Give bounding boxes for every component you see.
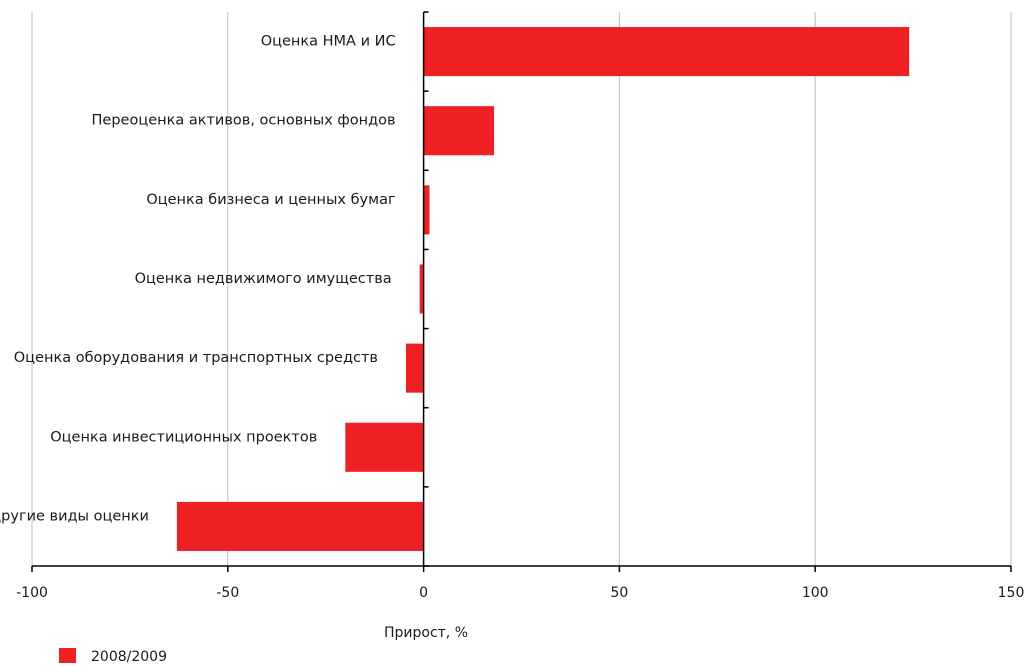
bar — [423, 27, 910, 77]
bar — [419, 264, 424, 314]
category-label: Оценка инвестиционных проектов — [50, 429, 317, 445]
axes — [31, 11, 1012, 572]
legend: 2008/2009 — [59, 648, 167, 665]
bar — [345, 422, 424, 472]
bar — [423, 185, 430, 235]
legend-swatch — [59, 648, 76, 663]
x-tick-label: -50 — [216, 585, 239, 601]
gridlines — [31, 12, 1012, 566]
x-tick-label: 50 — [610, 585, 628, 601]
x-tick-label: 0 — [419, 585, 428, 601]
bar — [176, 501, 424, 551]
legend-label: 2008/2009 — [91, 649, 167, 665]
category-label: Оценка недвижимого имущества — [135, 271, 392, 287]
x-tick-label: 100 — [802, 585, 829, 601]
x-tick-label: 150 — [998, 585, 1025, 601]
x-axis-title: Прирост, % — [384, 625, 468, 641]
category-label: Оценка НМА и ИС — [261, 34, 396, 50]
category-labels: Оценка НМА и ИС Переоценка активов, основ… — [0, 34, 396, 525]
bar — [423, 106, 495, 156]
category-label: Оценка оборудования и транспортных средс… — [14, 350, 378, 366]
category-label: Другие виды оценки — [0, 508, 149, 524]
bars — [176, 27, 910, 551]
tick-labels: -100 -50 0 50 100 150 — [16, 585, 1024, 601]
category-label: Переоценка активов, основных фондов — [92, 113, 396, 129]
category-label: Оценка бизнеса и ценных бумаг — [146, 192, 395, 208]
bar — [405, 343, 424, 393]
x-tick-label: -100 — [16, 585, 48, 601]
